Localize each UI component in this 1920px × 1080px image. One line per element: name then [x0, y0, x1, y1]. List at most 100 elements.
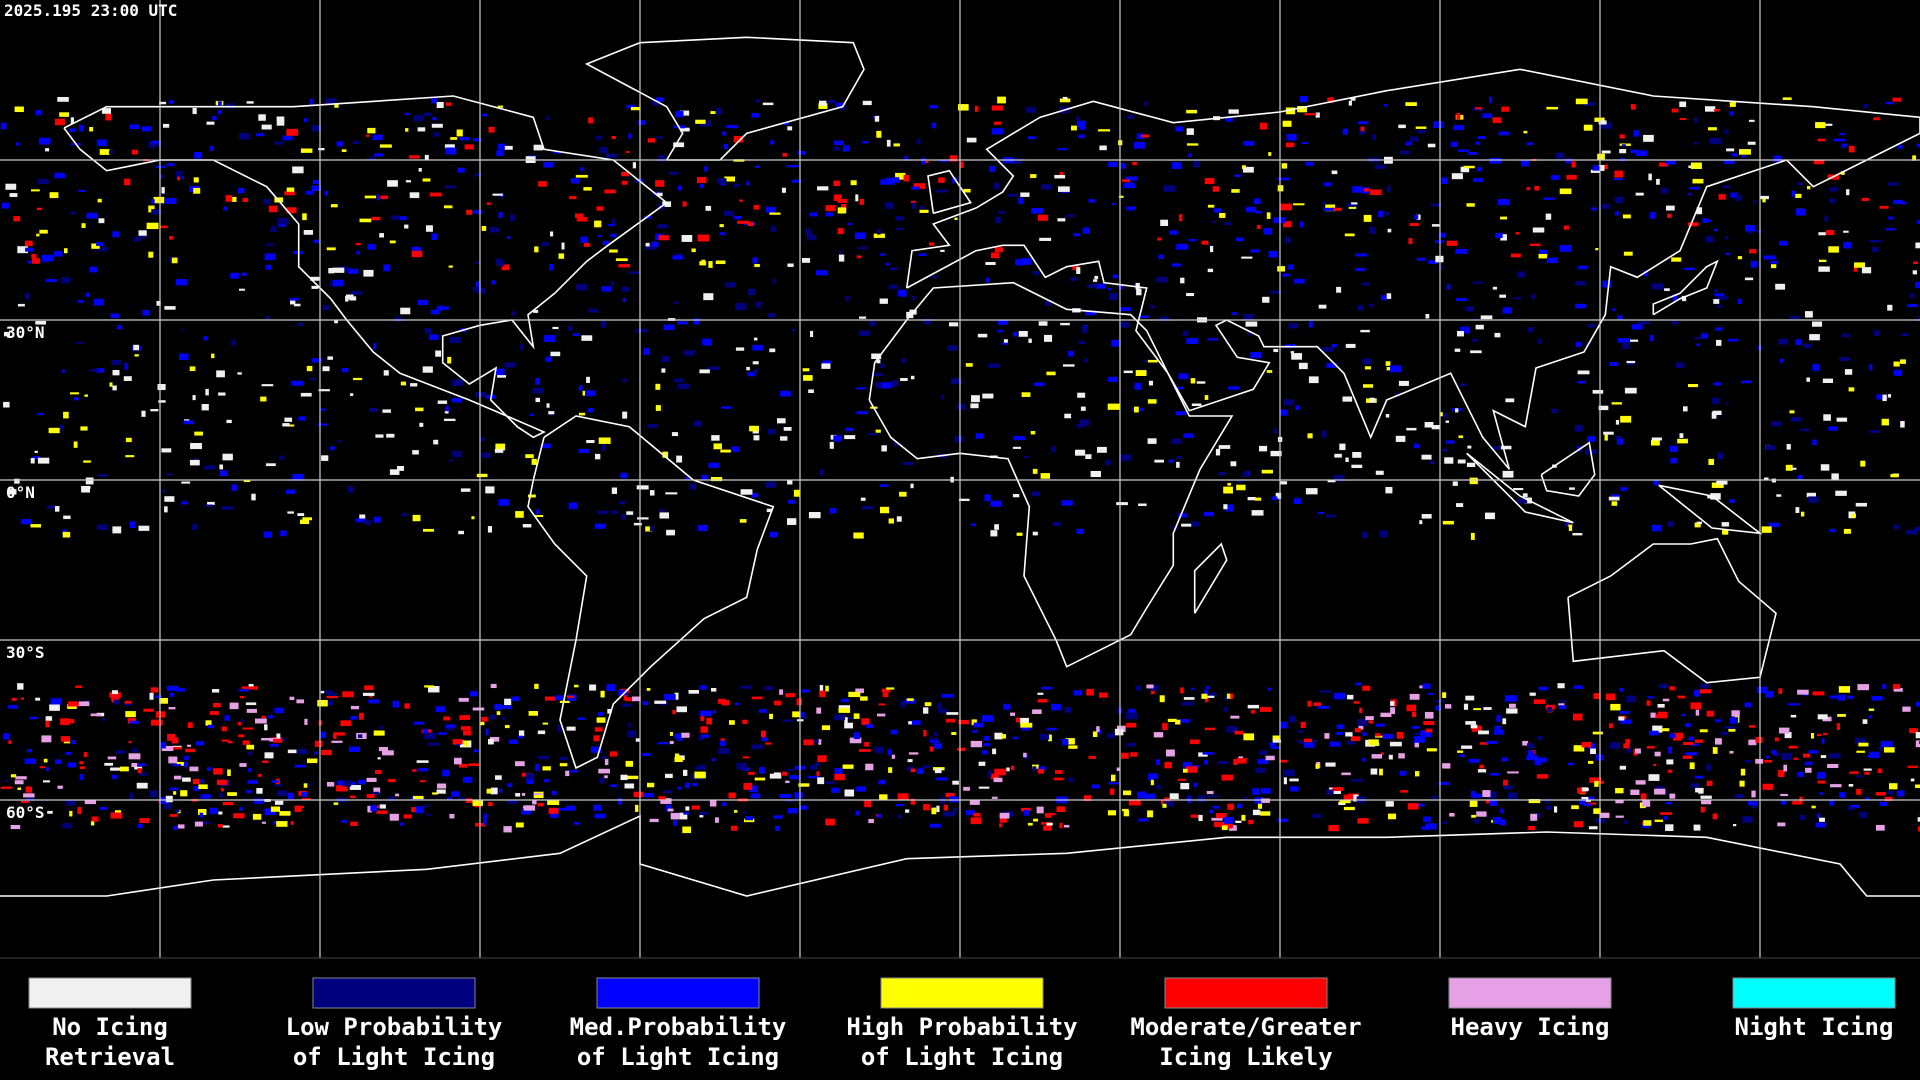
icing-pixel [1730, 717, 1739, 724]
icing-pixel [953, 807, 957, 814]
icing-pixel [192, 523, 197, 531]
icing-pixel [1820, 123, 1833, 126]
icing-pixel [1777, 770, 1785, 777]
icing-pixel [445, 147, 457, 155]
icing-pixel [1108, 293, 1118, 301]
icing-pixel [124, 178, 131, 186]
icing-pixel [930, 740, 939, 743]
icing-pixel [137, 823, 143, 829]
icing-pixel [628, 133, 632, 139]
icing-pixel [164, 306, 176, 310]
icing-pixel [970, 740, 983, 748]
icing-pixel [370, 805, 377, 812]
icing-pixel [1502, 718, 1507, 725]
icing-pixel [1677, 695, 1685, 699]
icing-pixel [749, 425, 759, 432]
icing-pixel [1398, 753, 1405, 759]
icing-pixel [1453, 125, 1465, 131]
icing-pixel [1728, 728, 1736, 732]
icing-pixel [881, 382, 892, 389]
icing-pixel [1082, 326, 1088, 333]
icing-pixel [321, 749, 333, 756]
icing-pixel [341, 820, 348, 823]
icing-pixel [142, 310, 150, 316]
icing-pixel [1853, 266, 1858, 272]
icing-pixel [470, 691, 478, 697]
icing-pixel [558, 807, 569, 811]
icing-pixel [1032, 468, 1038, 474]
icing-pixel [45, 720, 50, 728]
icing-pixel [15, 776, 27, 780]
icing-pixel [1411, 711, 1417, 718]
icing-pixel [1325, 762, 1336, 767]
icing-pixel [242, 740, 250, 745]
icing-pixel [328, 692, 337, 696]
icing-pixel [1334, 474, 1345, 482]
icing-pixel [578, 448, 589, 454]
icing-pixel [1700, 806, 1705, 813]
icing-pixel [1218, 445, 1231, 449]
icing-pixel [30, 524, 42, 528]
icing-pixel [1455, 408, 1459, 413]
icing-pixel [1460, 166, 1470, 173]
icing-pixel [1744, 702, 1752, 708]
icing-pixel [1610, 703, 1621, 711]
icing-pixel [758, 709, 767, 713]
icing-pixel [213, 703, 221, 708]
icing-pixel [1045, 813, 1056, 816]
icing-pixel [258, 114, 266, 121]
icing-pixel [1032, 766, 1037, 772]
icing-pixel [1765, 445, 1775, 451]
icing-pixel [1368, 739, 1379, 746]
icing-pixel [479, 436, 485, 442]
icing-pixel [198, 821, 211, 824]
icing-pixel [486, 202, 491, 205]
icing-pixel [1350, 97, 1356, 101]
icing-pixel [1386, 185, 1391, 193]
icing-pixel [735, 303, 747, 310]
icing-pixel [623, 695, 627, 701]
icing-pixel [877, 713, 886, 717]
icing-pixel [225, 103, 235, 109]
icing-pixel [227, 741, 233, 744]
icing-pixel [193, 177, 199, 183]
icing-pixel [934, 743, 943, 749]
icing-pixel [1522, 740, 1529, 746]
icing-pixel [1643, 820, 1652, 826]
icing-pixel [35, 110, 43, 116]
icing-pixel [194, 821, 203, 827]
icing-pixel [1449, 813, 1455, 817]
icing-pixel [1180, 783, 1190, 790]
icing-pixel [1107, 810, 1117, 816]
icing-pixel [359, 514, 366, 519]
icing-pixel [1588, 796, 1595, 800]
icing-pixel [1854, 737, 1866, 745]
icing-pixel [1475, 141, 1480, 145]
icing-pixel [544, 335, 556, 342]
icing-pixel [1037, 699, 1048, 703]
icing-pixel [1665, 824, 1674, 831]
icing-pixel [775, 825, 781, 831]
icing-pixel [1762, 198, 1766, 203]
icing-pixel [1742, 155, 1747, 158]
icing-pixel [1250, 249, 1260, 253]
icing-pixel [873, 233, 885, 238]
icing-pixel [1559, 188, 1572, 195]
icing-pixel [1651, 437, 1662, 441]
icing-pixel [1283, 777, 1287, 785]
icing-pixel [1843, 230, 1849, 233]
icing-pixel [887, 749, 892, 756]
icing-pixel [1013, 435, 1025, 441]
icing-pixel [1722, 185, 1730, 189]
icing-pixel [426, 813, 432, 817]
icing-pixel [992, 748, 997, 755]
icing-pixel [1046, 822, 1053, 826]
icing-pixel [1057, 148, 1068, 151]
icing-pixel [21, 800, 30, 803]
icing-pixel [1595, 248, 1599, 251]
icing-pixel [1269, 742, 1276, 747]
icing-pixel [1230, 693, 1234, 699]
icing-pixel [1405, 102, 1417, 106]
icing-pixel [1246, 206, 1257, 213]
icing-pixel [825, 205, 836, 212]
